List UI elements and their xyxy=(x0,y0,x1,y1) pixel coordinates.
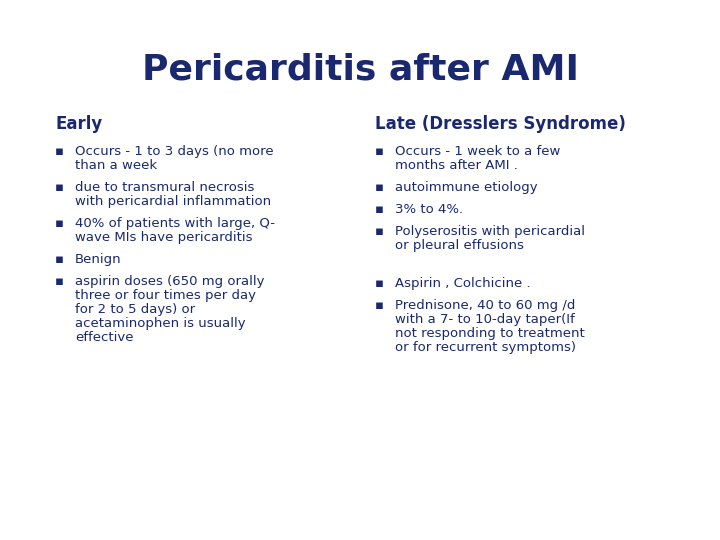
Text: ▪: ▪ xyxy=(55,145,64,158)
Text: Prednisone, 40 to 60 mg /d: Prednisone, 40 to 60 mg /d xyxy=(395,299,575,312)
Text: ▪: ▪ xyxy=(375,225,384,238)
Text: Late (Dresslers Syndrome): Late (Dresslers Syndrome) xyxy=(375,115,626,133)
Text: Occurs - 1 to 3 days (no more: Occurs - 1 to 3 days (no more xyxy=(75,145,274,158)
Text: three or four times per day: three or four times per day xyxy=(75,289,256,302)
Text: effective: effective xyxy=(75,331,133,344)
Text: ▪: ▪ xyxy=(55,181,64,194)
Text: Polyserositis with pericardial: Polyserositis with pericardial xyxy=(395,225,585,238)
Text: ▪: ▪ xyxy=(375,145,384,158)
Text: not responding to treatment: not responding to treatment xyxy=(395,327,585,340)
Text: wave MIs have pericarditis: wave MIs have pericarditis xyxy=(75,231,253,244)
Text: ▪: ▪ xyxy=(55,253,64,266)
Text: Pericarditis after AMI: Pericarditis after AMI xyxy=(142,52,578,86)
Text: than a week: than a week xyxy=(75,159,157,172)
Text: months after AMI .: months after AMI . xyxy=(395,159,518,172)
Text: aspirin doses (650 mg orally: aspirin doses (650 mg orally xyxy=(75,275,264,288)
Text: 40% of patients with large, Q-: 40% of patients with large, Q- xyxy=(75,217,275,230)
Text: with pericardial inflammation: with pericardial inflammation xyxy=(75,195,271,208)
Text: acetaminophen is usually: acetaminophen is usually xyxy=(75,317,246,330)
Text: ▪: ▪ xyxy=(375,181,384,194)
Text: or pleural effusions: or pleural effusions xyxy=(395,239,524,252)
Text: ▪: ▪ xyxy=(55,217,64,230)
Text: 3% to 4%.: 3% to 4%. xyxy=(395,203,463,216)
Text: ▪: ▪ xyxy=(375,299,384,312)
Text: or for recurrent symptoms): or for recurrent symptoms) xyxy=(395,341,576,354)
Text: Benign: Benign xyxy=(75,253,122,266)
Text: ▪: ▪ xyxy=(375,277,384,290)
Text: ▪: ▪ xyxy=(55,275,64,288)
Text: Aspirin , Colchicine .: Aspirin , Colchicine . xyxy=(395,277,531,290)
Text: autoimmune etiology: autoimmune etiology xyxy=(395,181,538,194)
Text: for 2 to 5 days) or: for 2 to 5 days) or xyxy=(75,303,195,316)
Text: ▪: ▪ xyxy=(375,203,384,216)
Text: due to transmural necrosis: due to transmural necrosis xyxy=(75,181,254,194)
Text: Early: Early xyxy=(55,115,102,133)
Text: Occurs - 1 week to a few: Occurs - 1 week to a few xyxy=(395,145,560,158)
Text: with a 7- to 10-day taper(If: with a 7- to 10-day taper(If xyxy=(395,313,575,326)
